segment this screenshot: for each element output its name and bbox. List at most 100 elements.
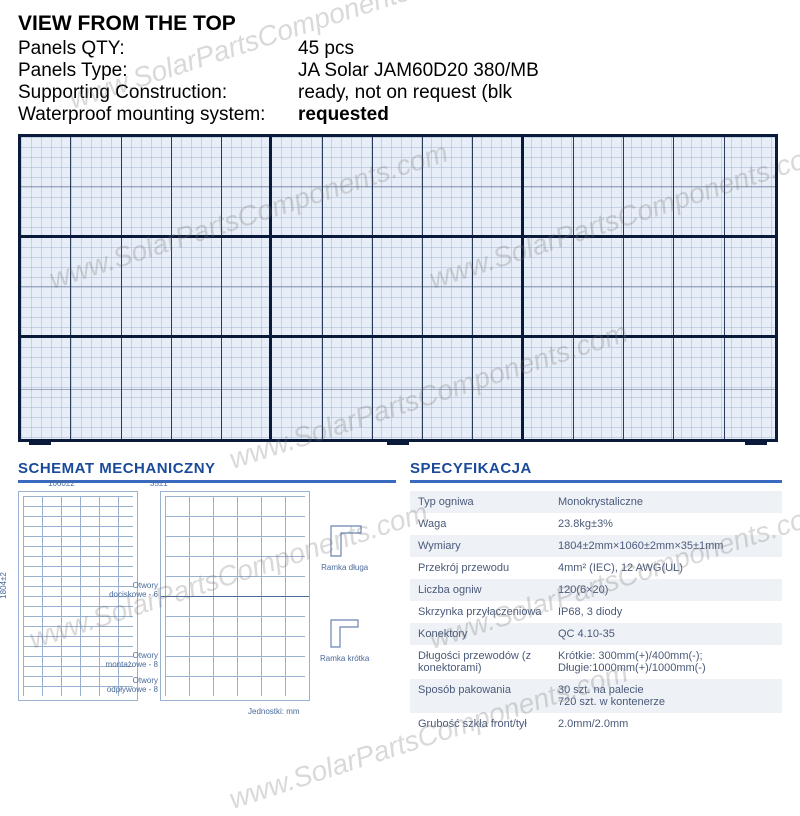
panel-cell (674, 338, 724, 439)
spec-key: Przekrój przewodu (418, 562, 558, 574)
panel-cell (122, 238, 172, 336)
dimension-depth: 35±1 (150, 479, 168, 488)
table-row: Skrzynka przyłączeniowaIP68, 3 diody (410, 601, 782, 623)
panel-cell (323, 137, 373, 235)
mechanical-drawings: 1060±2 1804±2 35±1 Otwory dociskowe - 6 … (18, 491, 396, 701)
table-row: Typ ogniwaMonokrystaliczne (410, 491, 782, 513)
spec-label: Waterproof mounting system: (18, 104, 298, 126)
spec-key: Skrzynka przyłączeniowa (418, 606, 558, 618)
panel-cell (71, 238, 121, 336)
page-title: VIEW FROM THE TOP (18, 12, 782, 36)
panel-cell (21, 238, 71, 336)
units-label: Jednostki: mm (248, 707, 300, 716)
spec-label: Panels Type: (18, 60, 298, 82)
panel-cell (172, 238, 222, 336)
panel-cell (71, 137, 121, 235)
spec-value: QC 4.10-35 (558, 628, 774, 640)
panel-cell (674, 137, 724, 235)
panel-cell (71, 338, 121, 439)
spec-value: 120(6×20) (558, 584, 774, 596)
table-row: Przekrój przewodu4mm² (IEC), 12 AWG(UL) (410, 557, 782, 579)
panel-cell (473, 238, 523, 336)
panel-back-drawing (160, 491, 310, 701)
spec-value: Monokrystaliczne (558, 496, 774, 508)
spec-value: requested (298, 104, 389, 126)
spec-key: Wymiary (418, 540, 558, 552)
spec-value: 23.8kg±3% (558, 518, 774, 530)
spec-line-type: Panels Type: JA Solar JAM60D20 380/MB (18, 60, 782, 82)
specification-table: Typ ogniwaMonokrystaliczneWaga23.8kg±3%W… (410, 491, 782, 735)
spec-value: IP68, 3 diody (558, 606, 774, 618)
spec-key: Konektory (418, 628, 558, 640)
panel-rows (21, 137, 775, 439)
foot-icon (745, 439, 767, 445)
panel-cell (272, 338, 322, 439)
spec-value: 2.0mm/2.0mm (558, 718, 774, 730)
header-block: VIEW FROM THE TOP Panels QTY: 45 pcs Pan… (18, 12, 782, 126)
panel-cell (272, 137, 322, 235)
table-row: Wymiary1804±2mm×1060±2mm×35±1mm (410, 535, 782, 557)
spec-key: Grubość szkła front/tył (418, 718, 558, 730)
spec-key: Typ ogniwa (418, 496, 558, 508)
frame-long-label: Ramka długa (320, 563, 369, 572)
panel-cell (122, 338, 172, 439)
panel-cell (473, 137, 523, 235)
spec-key: Waga (418, 518, 558, 530)
panel-cell (725, 137, 775, 235)
panel-cell (373, 338, 423, 439)
panel-cell (524, 338, 574, 439)
panel-cell (21, 338, 71, 439)
panel-cell (574, 338, 624, 439)
hole-note-2: Otwory montażowe - 8 (100, 651, 158, 669)
table-row: Długości przewodów (z konektorami)Krótki… (410, 645, 782, 679)
dimension-height: 1804±2 (0, 572, 8, 599)
spec-value: 4mm² (IEC), 12 AWG(UL) (558, 562, 774, 574)
table-row: Grubość szkła front/tył2.0mm/2.0mm (410, 713, 782, 735)
spec-line-waterproof: Waterproof mounting system: requested (18, 104, 782, 126)
panel-cell (574, 238, 624, 336)
panel-cell (624, 338, 674, 439)
panel-array-diagram (18, 134, 778, 442)
panel-cell (172, 137, 222, 235)
frame-long-icon (326, 521, 366, 561)
panel-cell (373, 137, 423, 235)
frame-short-label: Ramka krótka (320, 654, 369, 663)
panel-cell (624, 137, 674, 235)
table-row: Sposób pakowania30 szt. na palecie 720 s… (410, 679, 782, 713)
panel-cell (674, 238, 724, 336)
foot-icon (387, 439, 409, 445)
spec-key: Liczba ogniw (418, 584, 558, 596)
back-drawing-wrap: 35±1 Otwory dociskowe - 6 Otwory montażo… (148, 491, 310, 701)
spec-line-qty: Panels QTY: 45 pcs (18, 38, 782, 60)
frame-short-icon (326, 612, 366, 652)
panel-cell (222, 137, 272, 235)
hole-note-1: Otwory dociskowe - 6 (100, 581, 158, 599)
spec-value: Krótkie: 300mm(+)/400mm(-); Długie:1000m… (558, 650, 774, 674)
panel-cell (725, 338, 775, 439)
specification-heading: SPECYFIKACJA (410, 460, 782, 483)
panel-cell (323, 338, 373, 439)
table-row: Liczba ogniw120(6×20) (410, 579, 782, 601)
panel-cell (725, 238, 775, 336)
mechanical-column: SCHEMAT MECHANICZNY 1060±2 1804±2 35±1 O… (18, 460, 396, 735)
hole-note-3: Otwory odpływowe - 8 (100, 676, 158, 694)
spec-line-construction: Supporting Construction: ready, not on r… (18, 82, 782, 104)
dimension-width: 1060±2 (48, 479, 75, 488)
panel-cell (172, 338, 222, 439)
spec-value: JA Solar JAM60D20 380/MB (298, 60, 539, 82)
spec-value: 1804±2mm×1060±2mm×35±1mm (558, 540, 774, 552)
panel-cell (423, 338, 473, 439)
panel-cell (473, 338, 523, 439)
table-row: KonektoryQC 4.10-35 (410, 623, 782, 645)
table-row: Waga23.8kg±3% (410, 513, 782, 535)
spec-value: 30 szt. na palecie 720 szt. w kontenerze (558, 684, 774, 708)
panel-row (21, 137, 775, 238)
spec-key: Sposób pakowania (418, 684, 558, 708)
panel-cell (423, 238, 473, 336)
panel-cell (524, 238, 574, 336)
panel-cell (574, 137, 624, 235)
spec-label: Panels QTY: (18, 38, 298, 60)
foot-icon (29, 439, 51, 445)
spec-key: Długości przewodów (z konektorami) (418, 650, 558, 674)
panel-row (21, 338, 775, 439)
